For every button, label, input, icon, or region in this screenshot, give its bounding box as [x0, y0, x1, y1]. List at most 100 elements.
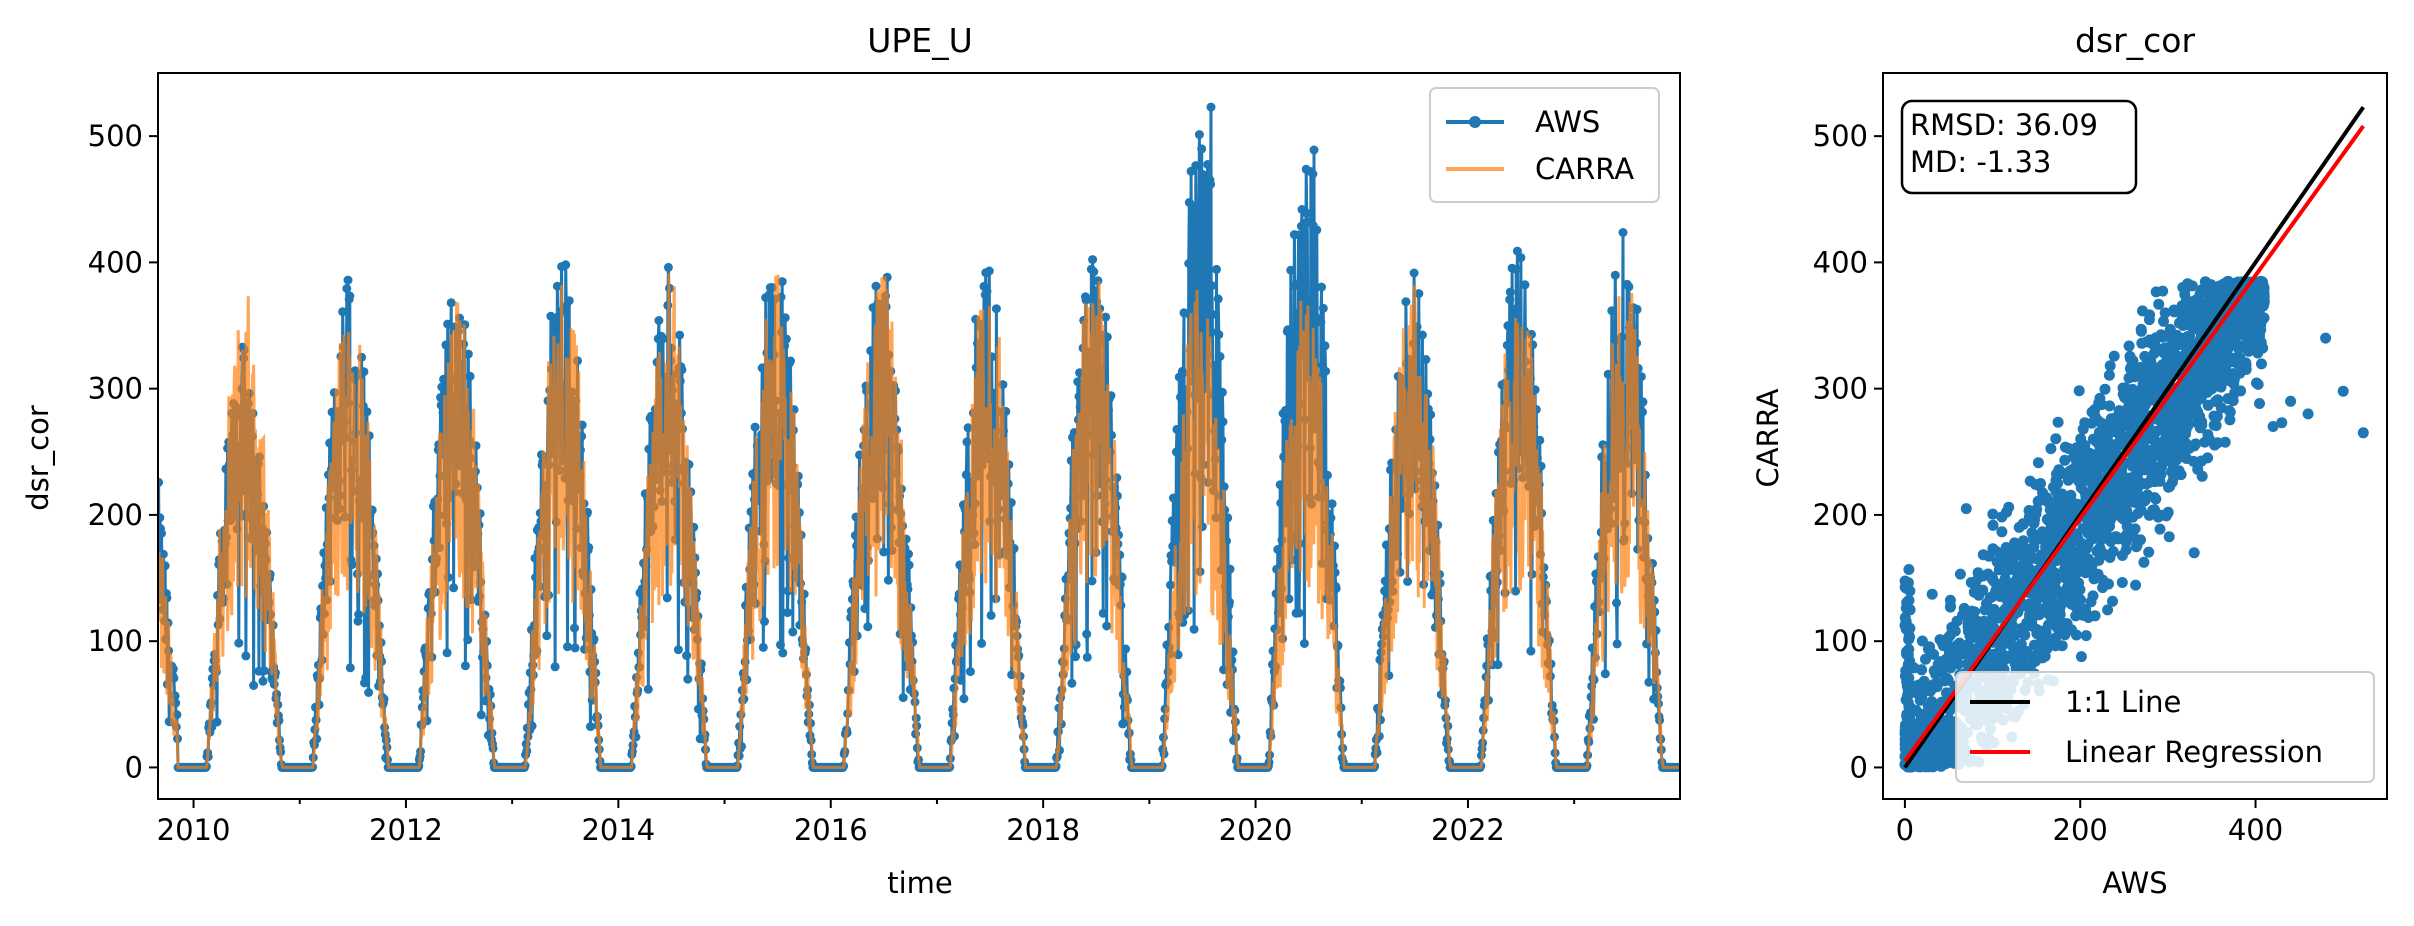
aws-point [1194, 130, 1204, 140]
aws-point [883, 575, 893, 585]
scatter-point [2021, 647, 2033, 659]
scatter-point [2148, 339, 2160, 351]
scatter-point [2150, 493, 2162, 505]
scatter-point [1944, 601, 1956, 613]
scatter-point [2070, 629, 2082, 641]
aws-point [758, 642, 768, 652]
aws-point [318, 581, 328, 591]
scatter-point [2106, 532, 2118, 544]
aws-point [1189, 624, 1199, 634]
aws-point [353, 616, 363, 626]
scatter-point [2116, 550, 2128, 561]
scatter-point [2108, 444, 2120, 456]
aws-point [442, 648, 452, 658]
aws-point [1206, 102, 1216, 112]
aws-point [1644, 677, 1654, 687]
aws-point [866, 346, 876, 356]
aws-point [441, 340, 451, 350]
scatter-point [2118, 513, 2130, 525]
scatter-point [2186, 280, 2198, 292]
aws-point [1176, 392, 1185, 402]
aws-point [1409, 268, 1419, 278]
scatter-point [1946, 621, 1958, 633]
scatter-point [2095, 545, 2107, 557]
aws-point [956, 675, 966, 685]
scatter-point [1987, 543, 1999, 555]
scatter-point [2026, 527, 2038, 539]
legend-carra-label: CARRA [1535, 152, 1634, 186]
aws-point [1618, 228, 1628, 237]
aws-point [662, 593, 672, 603]
scatter-point [1902, 577, 1914, 589]
aws-point [984, 266, 994, 276]
scatter-point [2030, 508, 2042, 520]
aws-point [1612, 598, 1621, 608]
scatter-point [1926, 588, 1938, 600]
aws-point [1225, 564, 1235, 574]
aws-point [259, 666, 269, 676]
aws-point [1212, 264, 1221, 274]
time-series-data [158, 102, 1680, 772]
scatter-point [1928, 741, 1940, 753]
aws-point [781, 334, 791, 344]
aws-point [364, 688, 374, 697]
scatter-point [2103, 578, 2114, 590]
scatter-point [1942, 632, 1954, 644]
scatter-point [2202, 429, 2214, 441]
scatter-point [1920, 653, 1931, 665]
y-tick-label: 100 [88, 624, 143, 658]
aws-point [1638, 407, 1647, 417]
aws-point [1098, 608, 1108, 618]
aws-point [476, 710, 486, 720]
aws-point [904, 560, 914, 570]
scatter-point [1959, 644, 1971, 656]
aws-point [1082, 629, 1092, 639]
aws-point [343, 275, 353, 285]
scatter-point [2135, 534, 2146, 546]
aws-point [443, 319, 453, 329]
scatter-point [1977, 584, 1989, 596]
aws-point [345, 663, 355, 673]
aws-point [1607, 306, 1617, 316]
scatter-point [2154, 523, 2166, 535]
scatter-point [2047, 612, 2059, 624]
scatter-point [2033, 606, 2044, 618]
aws-point [345, 291, 355, 301]
scatter-point [2153, 298, 2165, 310]
scatter-point [2254, 398, 2265, 409]
aws-point [1193, 280, 1203, 289]
scatter-point [2181, 453, 2193, 464]
y-tick-label: 400 [88, 245, 143, 279]
aws-point [1421, 355, 1431, 364]
aws-series-line [158, 107, 1680, 769]
scatter-point [2144, 309, 2156, 321]
scatter-point [2138, 556, 2150, 568]
scatter-point [2219, 343, 2231, 355]
aws-point [1171, 447, 1181, 457]
scatter-point [1917, 712, 1929, 723]
scatter-point [2104, 552, 2116, 563]
aws-point [1087, 576, 1097, 586]
scatter-point [2050, 433, 2062, 445]
x-tick-label: 2014 [581, 813, 655, 847]
aws-point [1194, 248, 1204, 258]
scatter-point [1947, 656, 1959, 668]
y-tick-label: 500 [88, 119, 143, 153]
aws-point [1294, 608, 1304, 618]
scatter-point [2073, 385, 2085, 397]
scatter-point [2089, 410, 2101, 422]
scatter-point [1936, 664, 1948, 676]
aws-point [1417, 330, 1427, 340]
scatter-point [2233, 343, 2245, 355]
aws-point [1170, 518, 1180, 528]
aws-point [1206, 179, 1216, 189]
scatter-point [1904, 622, 1916, 634]
aws-point [439, 374, 449, 384]
aws-point [1493, 660, 1503, 670]
aws-point [1280, 416, 1290, 426]
aws-point [750, 422, 760, 432]
scatter-point [2103, 369, 2115, 381]
y-tick-label: 300 [88, 372, 143, 406]
